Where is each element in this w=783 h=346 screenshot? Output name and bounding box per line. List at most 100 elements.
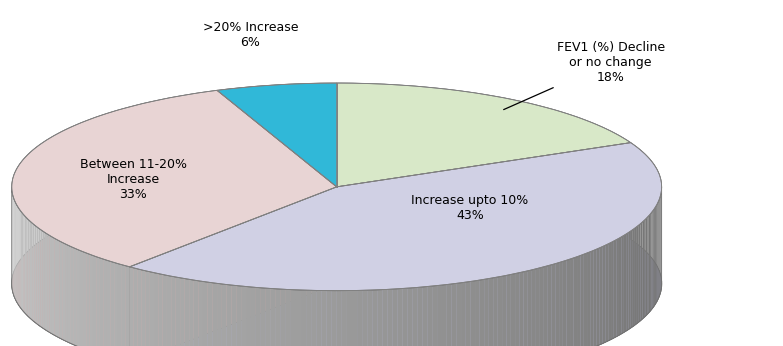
Polygon shape <box>129 143 662 291</box>
Polygon shape <box>217 283 222 346</box>
Polygon shape <box>22 213 23 311</box>
Polygon shape <box>331 291 337 346</box>
Polygon shape <box>129 187 337 346</box>
Text: Increase upto 10%
43%: Increase upto 10% 43% <box>411 194 529 221</box>
Polygon shape <box>642 220 644 319</box>
Polygon shape <box>52 237 55 335</box>
Polygon shape <box>26 217 27 316</box>
Polygon shape <box>566 259 570 346</box>
Polygon shape <box>511 274 515 346</box>
Polygon shape <box>649 214 650 313</box>
Polygon shape <box>563 260 566 346</box>
Polygon shape <box>20 211 22 310</box>
Polygon shape <box>142 270 146 346</box>
Polygon shape <box>489 278 493 346</box>
Polygon shape <box>171 276 175 346</box>
Polygon shape <box>158 274 163 346</box>
Ellipse shape <box>12 180 662 346</box>
Polygon shape <box>41 229 42 328</box>
Polygon shape <box>633 228 635 326</box>
Polygon shape <box>251 287 256 346</box>
Polygon shape <box>45 233 47 331</box>
Polygon shape <box>614 240 616 338</box>
Polygon shape <box>306 290 311 346</box>
Polygon shape <box>327 291 331 346</box>
Polygon shape <box>17 206 19 305</box>
Polygon shape <box>635 227 637 325</box>
Polygon shape <box>33 224 34 322</box>
Polygon shape <box>198 281 203 346</box>
Polygon shape <box>311 290 316 346</box>
Polygon shape <box>480 279 484 346</box>
Polygon shape <box>96 257 99 346</box>
Polygon shape <box>12 90 217 346</box>
Polygon shape <box>603 245 605 344</box>
Polygon shape <box>232 285 236 346</box>
Polygon shape <box>528 270 532 346</box>
Polygon shape <box>193 280 198 346</box>
Polygon shape <box>367 290 373 346</box>
Polygon shape <box>175 277 180 346</box>
Polygon shape <box>107 260 110 346</box>
Polygon shape <box>519 272 524 346</box>
Polygon shape <box>63 243 65 341</box>
Polygon shape <box>83 252 86 346</box>
Polygon shape <box>352 290 357 346</box>
Polygon shape <box>271 289 276 346</box>
Polygon shape <box>24 216 26 314</box>
Polygon shape <box>539 267 544 346</box>
Polygon shape <box>276 289 281 346</box>
Polygon shape <box>77 249 80 346</box>
Polygon shape <box>347 291 352 346</box>
Polygon shape <box>118 264 122 346</box>
Polygon shape <box>138 269 142 346</box>
Polygon shape <box>110 261 114 346</box>
Polygon shape <box>587 252 590 346</box>
Polygon shape <box>31 222 33 320</box>
Polygon shape <box>544 266 548 346</box>
Polygon shape <box>49 235 52 334</box>
Polygon shape <box>417 287 423 346</box>
Polygon shape <box>382 289 388 346</box>
Polygon shape <box>42 231 45 329</box>
Polygon shape <box>619 237 622 335</box>
Polygon shape <box>608 243 611 341</box>
Polygon shape <box>622 235 624 334</box>
Polygon shape <box>570 258 574 346</box>
Polygon shape <box>493 277 498 346</box>
Polygon shape <box>437 285 442 346</box>
Polygon shape <box>207 282 212 346</box>
Polygon shape <box>466 281 471 346</box>
Polygon shape <box>134 268 138 346</box>
Polygon shape <box>524 271 528 346</box>
Polygon shape <box>189 279 193 346</box>
Polygon shape <box>377 290 382 346</box>
Polygon shape <box>640 222 642 320</box>
Polygon shape <box>129 143 662 346</box>
Polygon shape <box>594 249 597 346</box>
Polygon shape <box>150 272 154 346</box>
Polygon shape <box>212 283 217 346</box>
Polygon shape <box>432 285 437 346</box>
Polygon shape <box>180 278 185 346</box>
Polygon shape <box>574 257 577 346</box>
Polygon shape <box>507 274 511 346</box>
Polygon shape <box>559 261 563 346</box>
Polygon shape <box>246 286 251 346</box>
Polygon shape <box>125 266 129 346</box>
Polygon shape <box>291 290 296 346</box>
Polygon shape <box>301 290 306 346</box>
Polygon shape <box>27 219 29 317</box>
Polygon shape <box>89 254 93 346</box>
Polygon shape <box>461 282 466 346</box>
Polygon shape <box>16 205 17 303</box>
Polygon shape <box>37 227 38 325</box>
Polygon shape <box>217 83 337 187</box>
Polygon shape <box>616 238 619 337</box>
Polygon shape <box>584 253 587 346</box>
Text: Between 11-20%
Increase
33%: Between 11-20% Increase 33% <box>80 158 186 201</box>
Polygon shape <box>532 269 536 346</box>
Polygon shape <box>217 83 337 187</box>
Polygon shape <box>236 285 241 346</box>
Polygon shape <box>241 286 246 346</box>
